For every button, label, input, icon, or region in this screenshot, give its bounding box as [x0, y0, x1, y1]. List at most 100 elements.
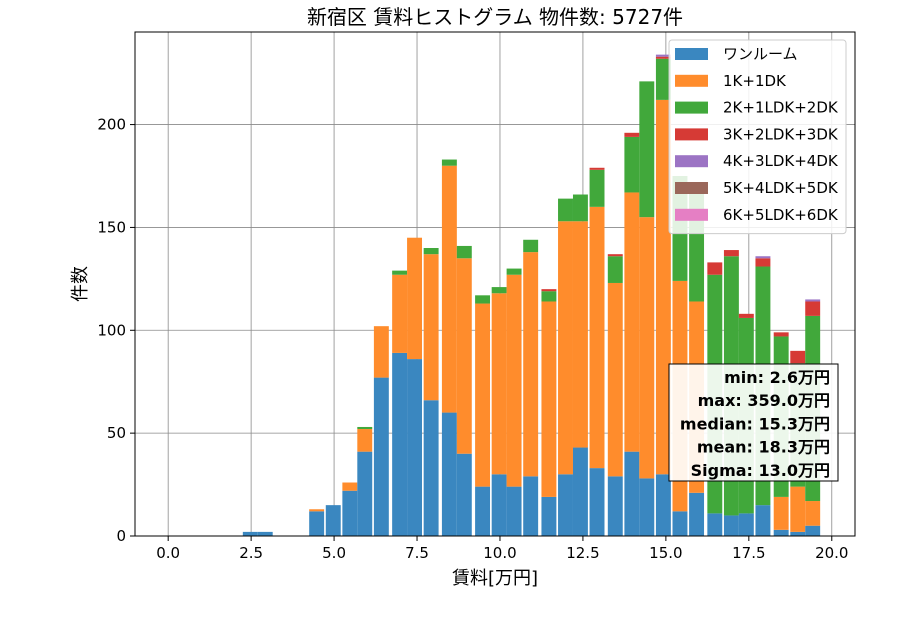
bar-segment — [342, 482, 358, 491]
stats-line: mean: 18.3万円 — [697, 438, 830, 457]
bar-segment — [589, 167, 605, 170]
stats-line: max: 359.0万円 — [698, 391, 830, 410]
bar-segment — [558, 198, 573, 222]
bar-segment — [357, 429, 373, 452]
bar-segment — [309, 511, 325, 536]
bar-segment — [572, 221, 588, 448]
bar-segment — [639, 478, 655, 536]
plot-frame — [134, 31, 856, 537]
bar-segment — [491, 474, 507, 536]
bar-segment — [506, 486, 522, 536]
legend-swatch — [675, 155, 708, 168]
bar-segment — [805, 501, 821, 526]
bar-segment — [423, 248, 439, 255]
bar-segment — [607, 254, 623, 257]
bar-segment — [805, 301, 821, 316]
stats-box: min: 2.6万円 max: 359.0万円 median: 15.3万円 mean… — [668, 363, 839, 482]
x-axis-label: 賃料[万円] — [452, 568, 538, 589]
bar-segment — [655, 99, 671, 475]
x-tick-label: 2.5 — [239, 544, 263, 562]
x-tick-label: 12.5 — [566, 544, 599, 562]
bar-segment — [357, 426, 373, 430]
bar-segment — [558, 474, 573, 536]
stats-line: Sigma: 13.0万円 — [691, 461, 830, 480]
bar-segment — [392, 274, 408, 353]
legend-label: ワンルーム — [723, 45, 798, 63]
bar-segment — [491, 293, 507, 475]
bar-segment — [755, 258, 771, 267]
bar-segment — [475, 295, 491, 304]
bar-segment — [392, 270, 408, 275]
bar-segment — [506, 274, 522, 487]
legend-label: 5K+4LDK+5DK — [723, 179, 839, 197]
bar-segment — [456, 245, 472, 259]
bar-segment — [773, 332, 789, 337]
x-tick-label: 17.5 — [732, 544, 765, 562]
y-tick-label: 50 — [107, 424, 126, 442]
legend-label: 2K+1LDK+2DK — [723, 99, 839, 117]
bar-segment — [624, 451, 640, 536]
bar-segment — [723, 515, 739, 536]
bar-segment — [707, 262, 723, 275]
bar-segment — [738, 313, 754, 318]
bar-segment — [441, 165, 457, 413]
bar-segment — [373, 326, 389, 378]
bar-segment — [541, 496, 557, 536]
bar-segment — [723, 250, 739, 257]
bar-segment — [572, 447, 588, 536]
bar-segment — [456, 453, 472, 536]
bar-segment — [655, 474, 671, 536]
legend-swatch — [675, 182, 708, 194]
bar-segment — [541, 301, 557, 497]
bar-segment — [407, 359, 423, 536]
bar-segment — [357, 451, 373, 536]
bar-segment — [672, 511, 688, 536]
bar-segment — [423, 254, 439, 401]
bar-segment — [257, 531, 273, 536]
bar-segment — [589, 206, 605, 469]
bar-segment — [790, 350, 806, 364]
bar-segment — [541, 291, 557, 302]
bar-segment — [790, 531, 806, 536]
x-tick-label: 15.0 — [649, 544, 682, 562]
bar-segment — [523, 239, 539, 253]
y-axis-ticks: 0 50 100 150 200 — [97, 116, 135, 545]
bar-segment — [506, 268, 522, 275]
bar-segment — [790, 486, 806, 532]
bar-segment — [655, 54, 671, 57]
bar-segment — [773, 496, 789, 530]
bar-segment — [407, 237, 423, 360]
bar-segment — [589, 169, 605, 207]
bar-segment — [805, 299, 821, 302]
stats-box-frame — [668, 363, 839, 482]
legend-swatch — [675, 128, 708, 141]
bar-segment — [607, 282, 623, 477]
legend-label: 1K+1DK — [723, 72, 787, 90]
bar-segment — [558, 221, 573, 475]
y-tick-label: 150 — [97, 218, 126, 236]
legend-swatch — [675, 101, 708, 114]
bar-segment — [607, 256, 623, 283]
bar-segment — [738, 513, 754, 536]
bar-segment — [589, 468, 605, 536]
legend-swatch — [675, 208, 708, 221]
bar-segment — [475, 303, 491, 487]
stats-line: median: 15.3万円 — [680, 414, 830, 433]
x-tick-label: 20.0 — [815, 544, 848, 562]
x-tick-label: 7.5 — [405, 544, 429, 562]
bar-segment — [523, 252, 539, 477]
legend-swatch — [675, 74, 708, 87]
bar-segment — [805, 525, 821, 536]
bar-segment — [755, 505, 771, 536]
bar-segment — [707, 513, 723, 536]
bar-segment — [639, 81, 655, 218]
bar-segment — [755, 256, 771, 259]
legend-label: 6K+5LDK+6DK — [723, 206, 839, 224]
bar-segment — [541, 289, 557, 292]
bar-segment — [423, 400, 439, 536]
legend-box — [668, 39, 847, 235]
bar-segment — [325, 505, 341, 536]
legend: ワンルーム 1K+1DK 2K+1LDK+2DK 3K+2LDK+3DK 4K+3LDK… — [668, 39, 847, 235]
stats-line: min: 2.6万円 — [724, 368, 830, 387]
